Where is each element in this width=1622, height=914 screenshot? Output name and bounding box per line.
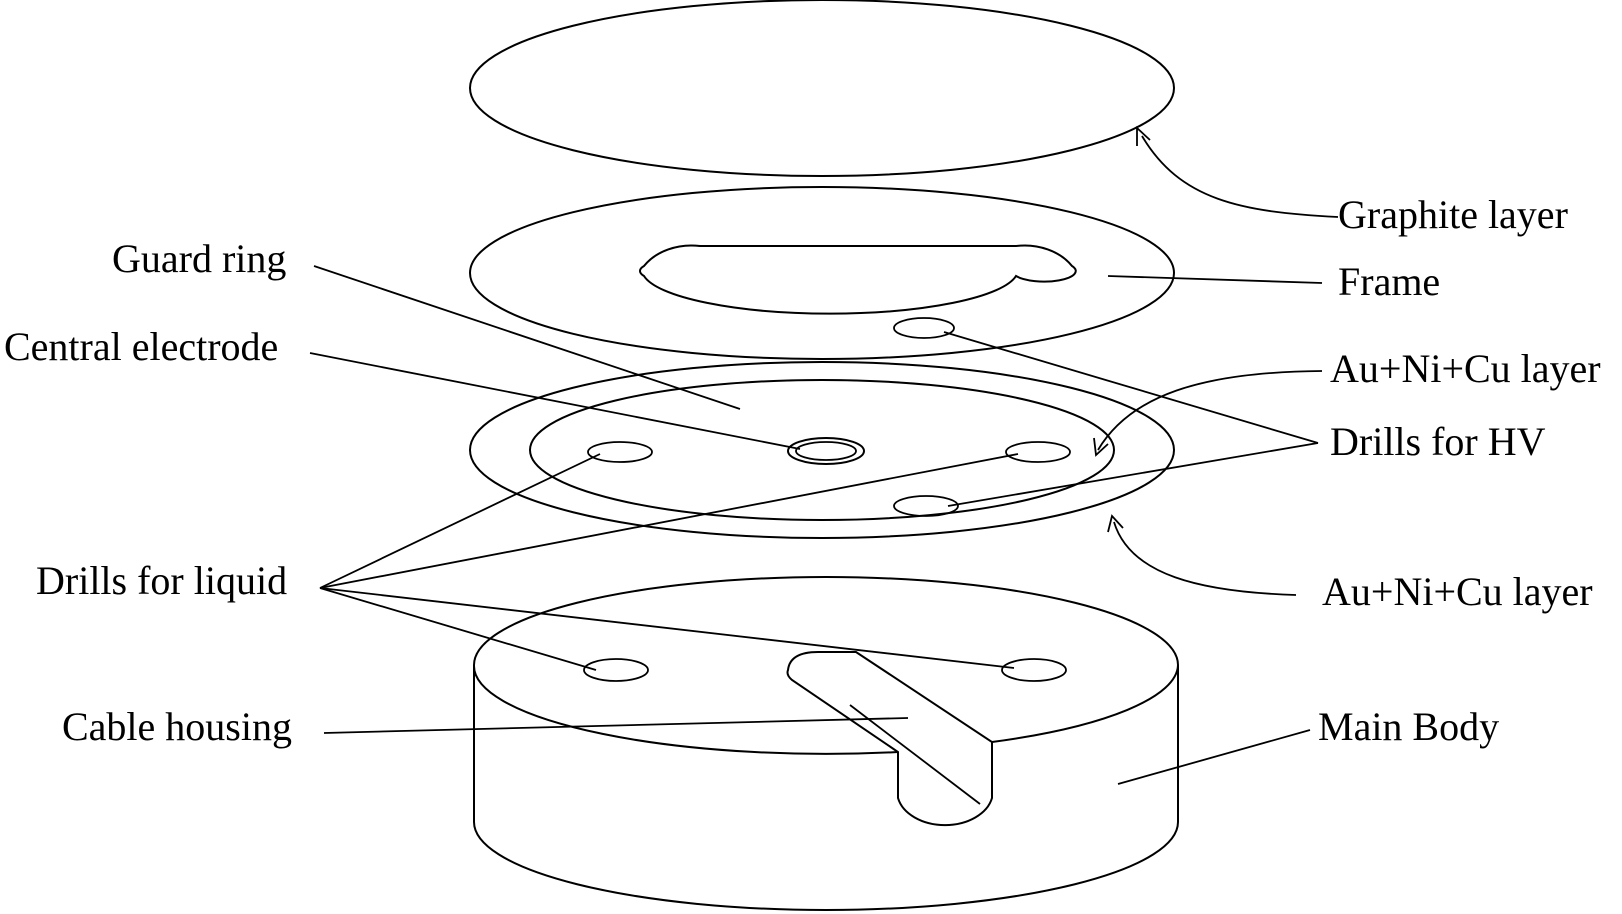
guard-ring-leader <box>313 265 741 410</box>
frame-part <box>469 186 1175 360</box>
graphite-layer-leader <box>1141 135 1339 218</box>
main-body-top-front-left <box>472 664 899 755</box>
central-electrode-label: Central electrode <box>4 324 278 369</box>
frame-leader <box>1107 275 1323 284</box>
liquid-leader-plate-left <box>319 453 601 589</box>
drills-for-liquid-label: Drills for liquid <box>36 558 287 603</box>
au-bottom-leader <box>1113 521 1297 596</box>
leader-lines <box>309 125 1339 785</box>
cable-housing-groove <box>849 704 981 805</box>
plate-liquid-drill-right <box>1005 441 1071 463</box>
main-body-label: Main Body <box>1318 704 1499 749</box>
main-body-leader <box>1117 729 1311 785</box>
graphite-layer-arrowhead <box>1136 125 1151 146</box>
au-bottom-arrowhead <box>1107 514 1124 533</box>
central-electrode-inner <box>795 441 857 461</box>
central-electrode-outer <box>787 437 865 465</box>
liquid-leader-body-right <box>319 587 1015 669</box>
au-ni-cu-layer-label-top: Au+Ni+Cu layer <box>1330 346 1601 391</box>
hv-leader-frame-drill <box>943 331 1319 444</box>
graphite-layer-label: Graphite layer <box>1338 192 1568 237</box>
liquid-leader-plate-right <box>319 453 1019 589</box>
body-liquid-drill-left <box>583 658 649 682</box>
au-top-leader <box>1097 370 1323 451</box>
main-body-top-front-right <box>991 664 1179 743</box>
plate-hv-drill <box>893 495 959 517</box>
frame-hv-drill <box>893 317 955 339</box>
frame-outer-edge <box>469 186 1175 360</box>
au-ni-cu-layer-label-bottom: Au+Ni+Cu layer <box>1322 569 1593 614</box>
body-liquid-drill-right <box>1001 658 1067 682</box>
main-body-top-face <box>473 576 1179 666</box>
cable-housing-leader <box>323 717 909 734</box>
guard-ring-boundary <box>529 379 1115 521</box>
plate-liquid-drill-left <box>587 441 653 463</box>
hv-leader-plate-drill <box>947 442 1319 507</box>
labels: Graphite layer Frame Au+Ni+Cu layer Dril… <box>4 192 1601 749</box>
cable-housing-slot <box>786 651 993 827</box>
plate-outer-edge <box>469 361 1175 539</box>
frame-window-outline <box>639 244 1077 315</box>
guard-ring-label: Guard ring <box>112 236 286 281</box>
central-electrode-leader <box>309 352 801 450</box>
main-body-bottom-edge <box>473 821 1179 911</box>
graphite-layer-disc <box>469 0 1175 177</box>
electrode-plate <box>469 361 1175 539</box>
liquid-leader-body-left <box>319 587 597 671</box>
main-body-part <box>472 576 1179 911</box>
frame-label: Frame <box>1338 259 1440 304</box>
au-top-arrowhead <box>1093 437 1109 457</box>
cable-housing-label: Cable housing <box>62 704 292 749</box>
drills-for-hv-label: Drills for HV <box>1330 419 1546 464</box>
